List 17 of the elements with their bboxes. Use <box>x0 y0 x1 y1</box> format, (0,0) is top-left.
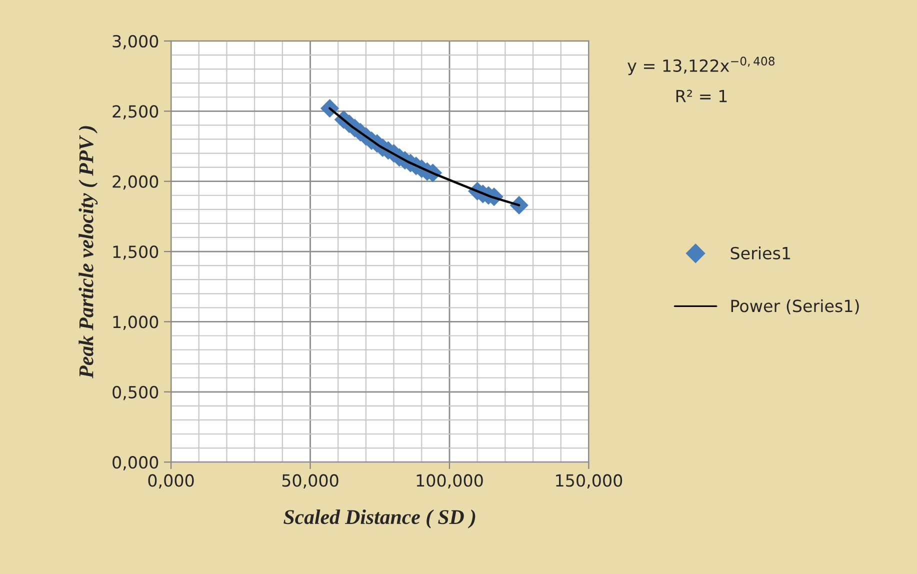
y-tick-label: 3,000 <box>112 34 158 50</box>
text: R² = 1 <box>676 90 727 102</box>
x-tick-label: 50,000 <box>282 474 338 488</box>
x-axis-title: Scaled Distance ( SD ) <box>284 509 476 528</box>
legend-label: Series1 <box>730 246 790 260</box>
y-tick-label: 0,500 <box>112 386 158 400</box>
y-tick-label: 1,000 <box>113 316 158 330</box>
y-axis-title: Peak Particle velocity ( PPV ) <box>78 126 98 378</box>
y-tick-label: 2,000 <box>112 175 158 190</box>
legend-label: Power (Series1) <box>731 299 859 314</box>
x-tick-label: 150,000 <box>556 474 622 488</box>
y-tick-label: 2,500 <box>112 105 158 120</box>
text: y = 13,122x$^{−0,408}$ <box>628 56 774 76</box>
y-tick-label: 0,000 <box>112 456 158 470</box>
y-tick-label: 1,500 <box>113 245 158 260</box>
x-tick-label: 100,000 <box>416 474 483 488</box>
x-tick-label: 0,000 <box>148 474 194 488</box>
